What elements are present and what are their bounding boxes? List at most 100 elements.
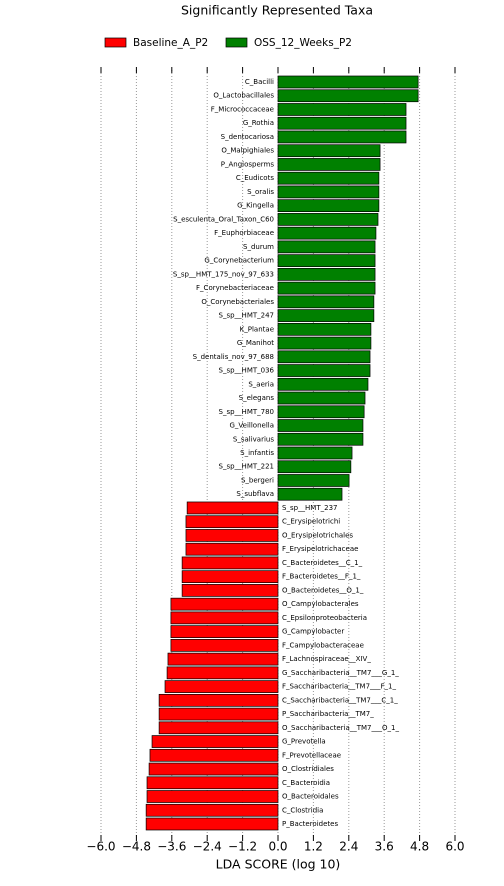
category-label: S_salivarius: [233, 435, 274, 443]
category-label: O_Erysipelotrichales: [282, 531, 353, 539]
bar: [277, 268, 376, 281]
category-label: S_sp__HMT_036: [219, 367, 275, 375]
category-label: F_Micrococcaceae: [211, 105, 274, 113]
bar: [277, 446, 353, 460]
x-axis-label: LDA SCORE (log 10): [216, 857, 341, 872]
bar: [277, 75, 419, 89]
x-tick-label: 4.8: [410, 840, 429, 854]
category-label: O_Saccharibacteria__TM7___O_1_: [282, 724, 399, 732]
category-label: G_Rothia: [243, 119, 274, 127]
bar: [277, 322, 372, 336]
bar: [166, 666, 279, 680]
bar: [277, 199, 380, 213]
category-label: F_Corynebacteriaceae: [196, 284, 274, 292]
bar: [277, 350, 371, 364]
x-tick-label: 2.4: [339, 840, 358, 854]
bar: [277, 309, 375, 322]
bar: [277, 240, 376, 254]
category-label: G_Kingella: [237, 202, 274, 210]
x-tick-label: −4.8: [122, 840, 151, 854]
bar: [277, 144, 381, 158]
bar: [277, 391, 366, 405]
category-label: P_Bacteroidetes: [282, 820, 338, 828]
category-label: S_dentalis_nov_97_688: [193, 353, 274, 361]
legend-swatch: [225, 37, 248, 48]
bar: [277, 474, 350, 487]
category-label: P_Saccharibacteria__TM7_: [282, 710, 374, 718]
bar: [145, 803, 279, 817]
bar: [185, 529, 279, 542]
category-label: G_Saccharibacteria__TM7___G_1_: [282, 669, 399, 677]
category-label: S_elegans: [239, 394, 275, 402]
category-label: O_Corynebacteriales: [201, 298, 274, 306]
x-tick-label: −2.4: [193, 840, 222, 854]
bar: [277, 419, 364, 432]
legend-label: OSS_12_Weeks_P2: [254, 37, 352, 49]
x-tick-label: −1.2: [228, 840, 257, 854]
category-label: C_Epsilonproteobacteria: [282, 614, 367, 622]
category-label: S_sp__HMT_237: [282, 504, 337, 512]
category-label: P_Angiosperms: [221, 160, 275, 168]
bar: [277, 130, 407, 144]
category-label: O_Campylobacterales: [282, 600, 359, 608]
bar: [185, 515, 279, 529]
bar: [277, 377, 369, 391]
category-label: S_infantis: [240, 449, 274, 457]
x-tick-label: −3.6: [157, 840, 186, 854]
category-label: S_dentocariosa: [221, 133, 274, 141]
bar: [277, 171, 380, 185]
bar: [277, 336, 372, 350]
bar: [170, 597, 279, 611]
chart-title: Significantly Represented Taxa: [181, 3, 373, 18]
bar: [277, 460, 352, 474]
bar: [151, 735, 279, 748]
category-label: G_Corynebacterium: [204, 257, 274, 265]
category-label: C_Bacilli: [245, 78, 274, 86]
category-label: C_Erysipelotrichi: [282, 518, 340, 526]
category-label: C_Bacteroidetes__C_1_: [282, 559, 363, 567]
category-label: C_Clostridia: [282, 806, 323, 814]
legend-swatch: [104, 37, 127, 48]
category-label: S_aeria: [248, 380, 274, 388]
category-label: F_Prevotellaceae: [282, 751, 341, 759]
category-label: O_Bacteroidales: [282, 793, 339, 801]
category-label: S_sp__HMT_780: [219, 408, 274, 416]
bar: [277, 89, 419, 103]
bar: [145, 817, 279, 831]
bar: [148, 762, 279, 776]
x-tick-label: 3.6: [375, 840, 394, 854]
bar: [277, 103, 407, 116]
bar: [146, 790, 279, 803]
category-label: F_Erysipelotrichaceae: [282, 545, 358, 553]
x-tick-label: 1.2: [304, 840, 323, 854]
category-label: S_esculenta_Oral_Taxon_C60: [173, 215, 274, 223]
bar: [181, 584, 279, 597]
bar: [277, 185, 380, 199]
x-tick-label: 0.0: [268, 840, 287, 854]
category-label: F_Bacteroidetes__F_1_: [282, 573, 361, 581]
bar: [167, 652, 279, 666]
bar: [185, 542, 279, 556]
bar: [158, 693, 279, 707]
bar: [277, 116, 407, 130]
bar: [181, 556, 279, 570]
bar: [277, 364, 371, 377]
x-tick-label: −6.0: [86, 840, 115, 854]
bar: [277, 295, 375, 309]
bar: [186, 501, 279, 515]
bar: [277, 213, 379, 226]
category-label: G_Veillonella: [229, 422, 274, 430]
category-label: O_Malpighiales: [221, 147, 274, 155]
bar: [277, 158, 381, 171]
category-label: C_Bacteroidia: [282, 779, 330, 787]
bar: [170, 611, 279, 625]
category-label: F_Saccharibacteria__TM7___F_1_: [282, 683, 396, 691]
bar: [277, 432, 364, 446]
bar: [149, 748, 279, 762]
category-label: G_Prevotella: [282, 738, 326, 746]
x-tick-label: 6.0: [445, 840, 464, 854]
category-label: O_Bacteroidetes__O_1_: [282, 586, 364, 594]
bar: [181, 570, 279, 584]
category-label: S_bergeri: [241, 476, 274, 484]
